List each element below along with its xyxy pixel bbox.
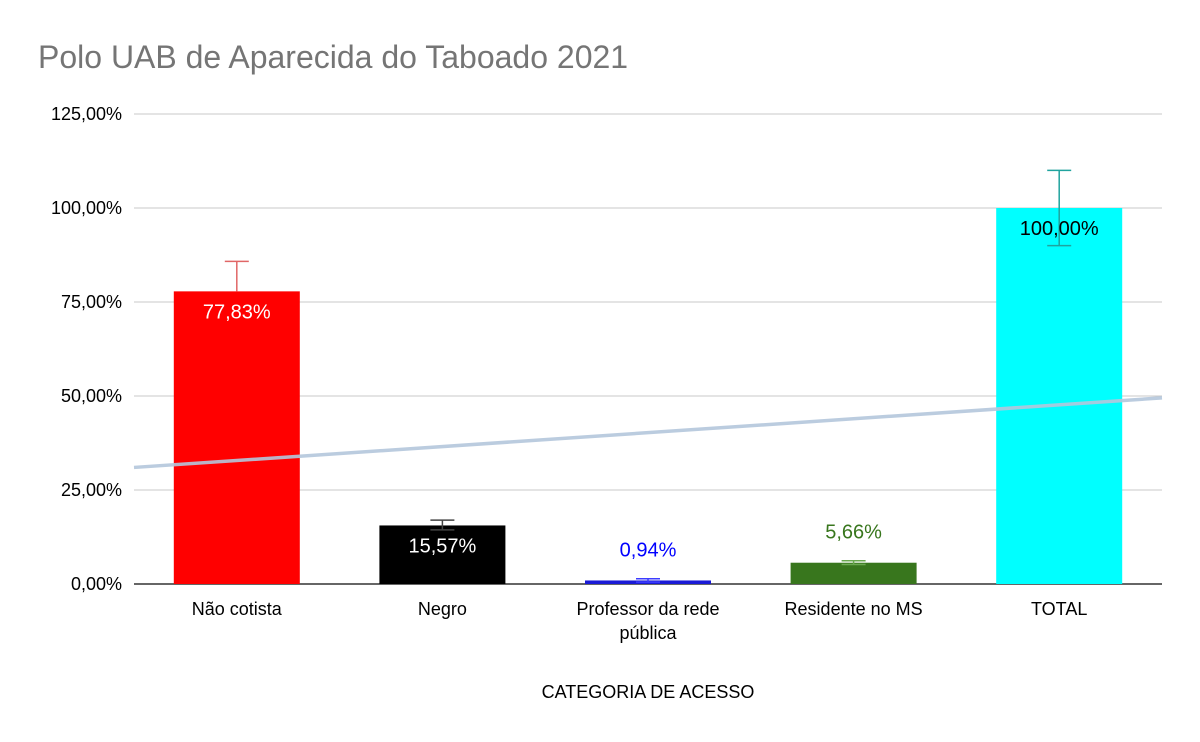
bar — [173, 291, 300, 584]
bars — [173, 208, 1123, 584]
gridlines — [134, 113, 1162, 585]
y-tick-label: 75,00% — [61, 292, 122, 312]
x-tick-label: Residente no MS — [785, 599, 923, 619]
data-label: 5,66% — [825, 522, 882, 544]
x-axis-categories: Não cotista Negro Professor da rede pública… — [192, 599, 1088, 643]
y-axis-ticks: 0,00% 25,00% 50,00% 75,00% 100,00% 125,00% — [51, 104, 122, 594]
data-label: 15,57% — [408, 535, 476, 557]
error-bar — [224, 260, 249, 292]
x-tick-label: Negro — [418, 599, 467, 619]
x-axis-title: CATEGORIA DE ACESSO — [542, 682, 755, 702]
trendline — [133, 396, 1163, 470]
error-bars — [224, 169, 1072, 583]
x-tick-label: TOTAL — [1031, 599, 1087, 619]
error-bar — [430, 519, 455, 531]
data-labels: 77,83% 15,57% 0,94% 5,66% 100,00% — [203, 218, 1099, 562]
data-label: 77,83% — [203, 301, 271, 323]
x-tick-label: Não cotista — [192, 599, 283, 619]
chart-title: Polo UAB de Aparecida do Taboado 2021 — [38, 39, 628, 75]
trendline-group — [133, 396, 1163, 470]
y-tick-label: 50,00% — [61, 386, 122, 406]
error-bar — [1047, 169, 1072, 247]
x-tick-label: Professor da rede pública — [576, 599, 719, 643]
bar — [790, 562, 917, 584]
bar — [996, 208, 1123, 584]
bar — [379, 525, 506, 584]
error-bar — [636, 577, 660, 583]
y-tick-label: 125,00% — [51, 104, 122, 124]
y-tick-label: 0,00% — [71, 574, 122, 594]
y-tick-label: 25,00% — [61, 480, 122, 500]
data-label: 100,00% — [1020, 218, 1099, 240]
error-bar — [841, 559, 866, 566]
y-tick-label: 100,00% — [51, 198, 122, 218]
data-label: 0,94% — [620, 540, 677, 562]
